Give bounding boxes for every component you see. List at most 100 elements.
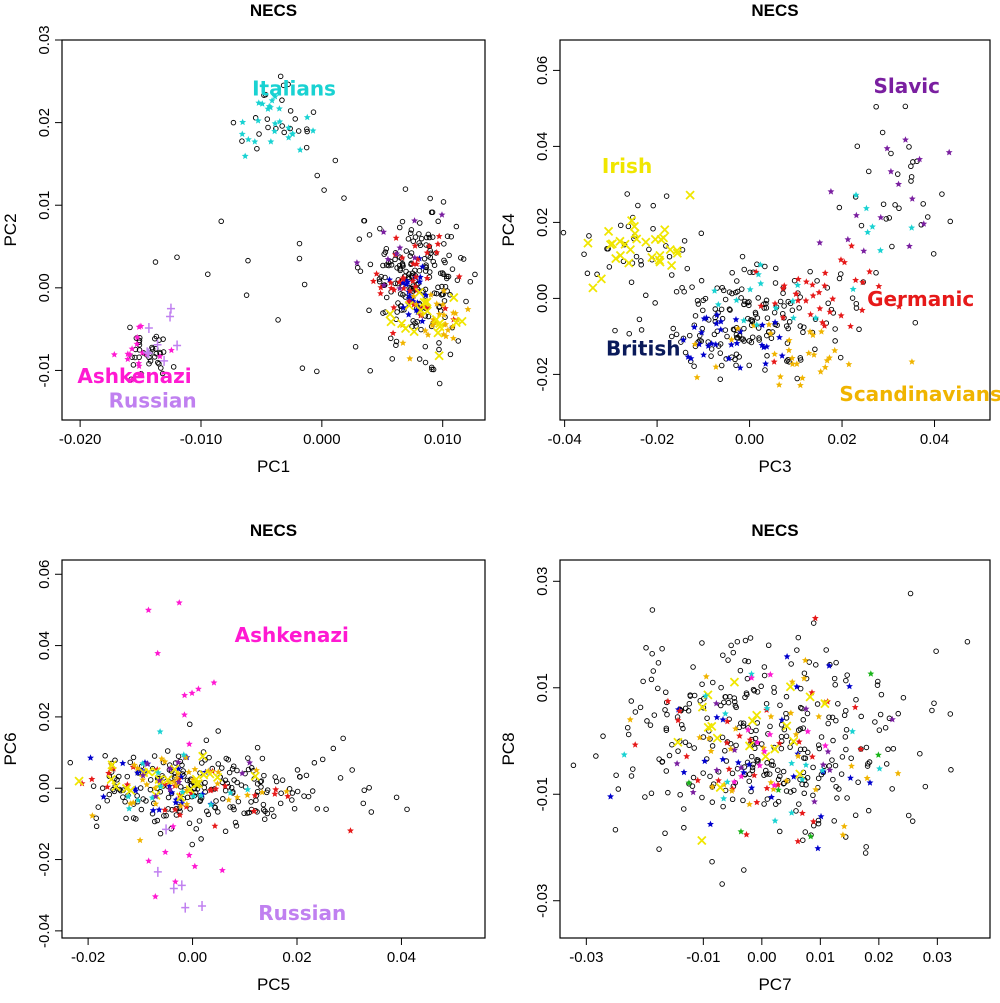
point (772, 801, 779, 807)
point (185, 851, 193, 859)
point (130, 362, 137, 368)
point (197, 798, 203, 804)
point (440, 311, 448, 318)
point (233, 823, 240, 829)
point (831, 818, 837, 824)
point (755, 758, 761, 765)
point (875, 282, 883, 290)
point (763, 700, 770, 707)
point (876, 765, 883, 772)
point (166, 311, 175, 322)
point (412, 283, 419, 290)
point (414, 287, 425, 298)
point (411, 242, 419, 249)
point (825, 662, 833, 669)
point (405, 236, 412, 242)
x-tick-label: 0.00 (747, 949, 776, 966)
point (299, 365, 306, 371)
point (820, 698, 830, 709)
point (147, 777, 154, 783)
point (863, 844, 869, 850)
point (744, 726, 752, 733)
point (309, 127, 317, 134)
point (164, 748, 171, 754)
point (715, 777, 722, 784)
point (778, 352, 786, 359)
point (852, 191, 860, 198)
point (272, 774, 278, 780)
point (690, 774, 697, 781)
point (777, 773, 783, 780)
point (201, 784, 208, 791)
point (377, 283, 385, 291)
point (409, 327, 419, 337)
point (718, 702, 724, 709)
point (444, 273, 450, 280)
point (690, 664, 696, 670)
point (752, 710, 762, 720)
point (428, 321, 436, 329)
point (323, 806, 329, 812)
point (754, 689, 761, 695)
point (611, 253, 621, 264)
point (174, 758, 182, 766)
y-tick-label: 0.01 (36, 191, 53, 220)
point (181, 711, 188, 718)
point (416, 273, 424, 281)
point (149, 806, 157, 814)
point (104, 797, 110, 804)
point (655, 660, 662, 666)
point (88, 775, 96, 783)
point (783, 653, 791, 660)
point (719, 362, 725, 369)
point (400, 292, 406, 298)
point (640, 678, 646, 685)
point (412, 234, 419, 240)
point (801, 656, 809, 664)
point (438, 211, 446, 218)
point (441, 241, 447, 247)
point (630, 766, 636, 772)
point (780, 282, 788, 289)
point (304, 128, 310, 135)
point (728, 787, 736, 794)
point (144, 348, 153, 359)
point (666, 752, 673, 759)
point (888, 715, 896, 723)
point (644, 718, 650, 724)
point (135, 323, 143, 330)
point (241, 152, 249, 160)
series-scandinavian (691, 320, 916, 389)
point (624, 724, 631, 731)
point (877, 213, 885, 221)
point (624, 191, 630, 197)
point (193, 826, 199, 832)
point (929, 707, 935, 714)
point (788, 678, 796, 685)
point (746, 800, 753, 808)
point (931, 700, 937, 706)
point (177, 802, 185, 809)
point (747, 635, 754, 641)
point (793, 360, 801, 367)
point (922, 783, 929, 790)
annotation-scandinavians: Scandinavians (839, 382, 1000, 406)
point (380, 228, 387, 235)
point (687, 332, 693, 339)
point (596, 274, 606, 284)
point (95, 804, 101, 810)
point (738, 295, 744, 301)
point (722, 748, 728, 754)
point (126, 800, 134, 807)
point (807, 310, 814, 318)
point (875, 751, 882, 758)
point (410, 292, 418, 300)
point (294, 788, 301, 795)
point (280, 82, 287, 89)
point (663, 243, 669, 249)
point (202, 780, 208, 786)
point (730, 326, 737, 333)
point (145, 606, 152, 613)
point (370, 277, 377, 285)
point (749, 767, 756, 774)
